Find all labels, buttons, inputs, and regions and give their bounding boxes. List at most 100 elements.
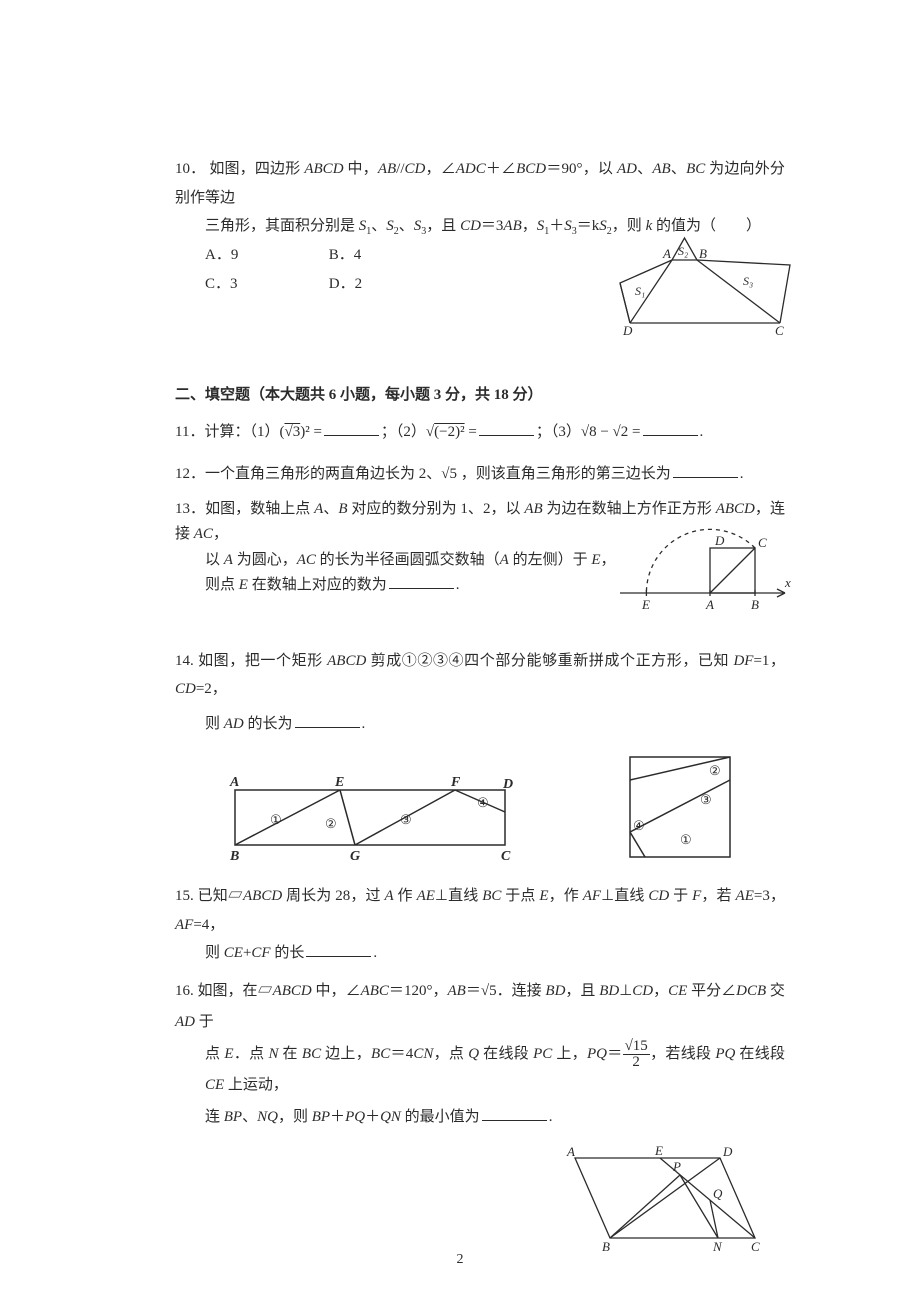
t: 于 <box>195 1014 214 1030</box>
t: ；（2） <box>381 424 426 440</box>
t: 剪成①②③④四个部分能够重新拼成个正方形，已知 <box>366 653 733 669</box>
t: ＝k <box>577 218 600 234</box>
t: =4， <box>193 917 224 933</box>
t: 为圆心， <box>233 552 297 568</box>
t: 点 <box>205 1046 224 1062</box>
t: 以 <box>175 552 224 568</box>
t: 在线段 <box>735 1046 785 1062</box>
blank <box>673 462 738 478</box>
svg-text:S₁: S₁ <box>635 284 645 298</box>
v: AB <box>503 218 521 234</box>
t: 的长为半径画圆弧交数轴（ <box>316 552 500 568</box>
t: 的长 <box>271 945 305 961</box>
t: ．点 <box>234 1046 269 1062</box>
svg-text:④: ④ <box>633 818 645 833</box>
t: 上运动， <box>224 1077 288 1093</box>
t: ＝90°，以 <box>546 161 617 177</box>
section2-title: 二、填空题（本大题共 6 小题，每小题 3 分，共 18 分） <box>175 381 785 410</box>
t: 、 <box>671 161 686 177</box>
s2: S₂ <box>678 244 688 258</box>
t: 如图，数轴上点 <box>205 501 314 517</box>
v: DCB <box>736 983 766 999</box>
q14-fig-left: A B C D E F G ① ② ③ ④ <box>225 772 525 862</box>
t: ， <box>653 983 668 999</box>
v: AD <box>224 716 244 732</box>
v: AB <box>447 983 465 999</box>
expr3a: √8 <box>581 424 597 440</box>
v: S <box>386 218 394 234</box>
t: 的长为 <box>244 716 293 732</box>
t: ＋ <box>365 1109 380 1125</box>
svg-text:A: A <box>705 597 714 612</box>
v: BP <box>224 1109 242 1125</box>
blank <box>643 420 698 436</box>
q15: 15. 已知▱ABCD 周长为 28，过 A 作 AE⊥直线 BC 于点 E，作… <box>175 882 785 968</box>
t: ，若 <box>701 888 735 904</box>
t: ∠ <box>721 983 736 999</box>
svg-text:B: B <box>229 849 239 862</box>
root5: √5 <box>441 466 457 482</box>
t: ⊥直线 <box>601 888 648 904</box>
q16-figure: A D B C E N P Q <box>175 1143 785 1253</box>
v: AC <box>194 526 213 542</box>
t: 于点 <box>501 888 539 904</box>
v: E <box>539 888 548 904</box>
svg-text:C: C <box>758 535 767 550</box>
t: 、 <box>399 218 414 234</box>
svg-text:①: ① <box>680 832 692 847</box>
t: 一个直角三角形的两直角边长为 2、 <box>205 466 441 482</box>
q10-optB: B．4 <box>329 241 449 270</box>
t: 如图，四边形 <box>209 161 304 177</box>
t: ， <box>601 552 616 568</box>
v: DF <box>733 653 753 669</box>
expr3b: √2 <box>613 424 629 440</box>
svg-text:D: D <box>502 777 513 792</box>
t: ＝ <box>607 1046 623 1062</box>
r5: √5 <box>481 983 497 999</box>
t: 中， <box>344 161 378 177</box>
v: CN <box>413 1046 433 1062</box>
t: ⊥直线 <box>435 888 482 904</box>
t: . <box>700 424 704 440</box>
v: A <box>385 888 394 904</box>
t: 、 <box>242 1109 257 1125</box>
t: ，作 <box>549 888 583 904</box>
t: ， <box>213 526 228 542</box>
svg-text:B: B <box>602 1239 610 1253</box>
v: BC <box>302 1046 321 1062</box>
t: 的左侧）于 <box>509 552 592 568</box>
t: ，且 <box>565 983 599 999</box>
t: ， <box>522 218 537 234</box>
t: . <box>740 466 744 482</box>
svg-text:②: ② <box>325 816 337 831</box>
t: ；（3） <box>536 424 581 440</box>
v: CD <box>648 888 669 904</box>
t: ＋ <box>330 1109 345 1125</box>
q10-num: 10． <box>175 161 205 177</box>
svg-text:S₃: S₃ <box>743 274 753 288</box>
t: 周长为 28，过 <box>282 888 384 904</box>
q10-optC: C．3 <box>205 270 325 299</box>
v: PC <box>533 1046 552 1062</box>
v: AF <box>175 917 193 933</box>
blank <box>389 573 454 589</box>
q15-num: 15. <box>175 888 198 904</box>
v: E <box>224 1046 233 1062</box>
t: ∠ <box>441 161 456 177</box>
blank <box>479 420 534 436</box>
v: A <box>500 552 509 568</box>
t: ＋ <box>486 161 501 177</box>
t: 于 <box>669 888 692 904</box>
v: AD <box>617 161 637 177</box>
svg-text:A: A <box>662 246 671 261</box>
t: . <box>362 716 366 732</box>
v: CE <box>668 983 687 999</box>
t: =1， <box>753 653 785 669</box>
t: =3， <box>754 888 785 904</box>
blank <box>482 1105 547 1121</box>
q14-num: 14. <box>175 653 198 669</box>
v: AC <box>297 552 316 568</box>
v: AB <box>524 501 542 517</box>
t: − <box>597 424 613 440</box>
t: 、 <box>323 501 338 517</box>
